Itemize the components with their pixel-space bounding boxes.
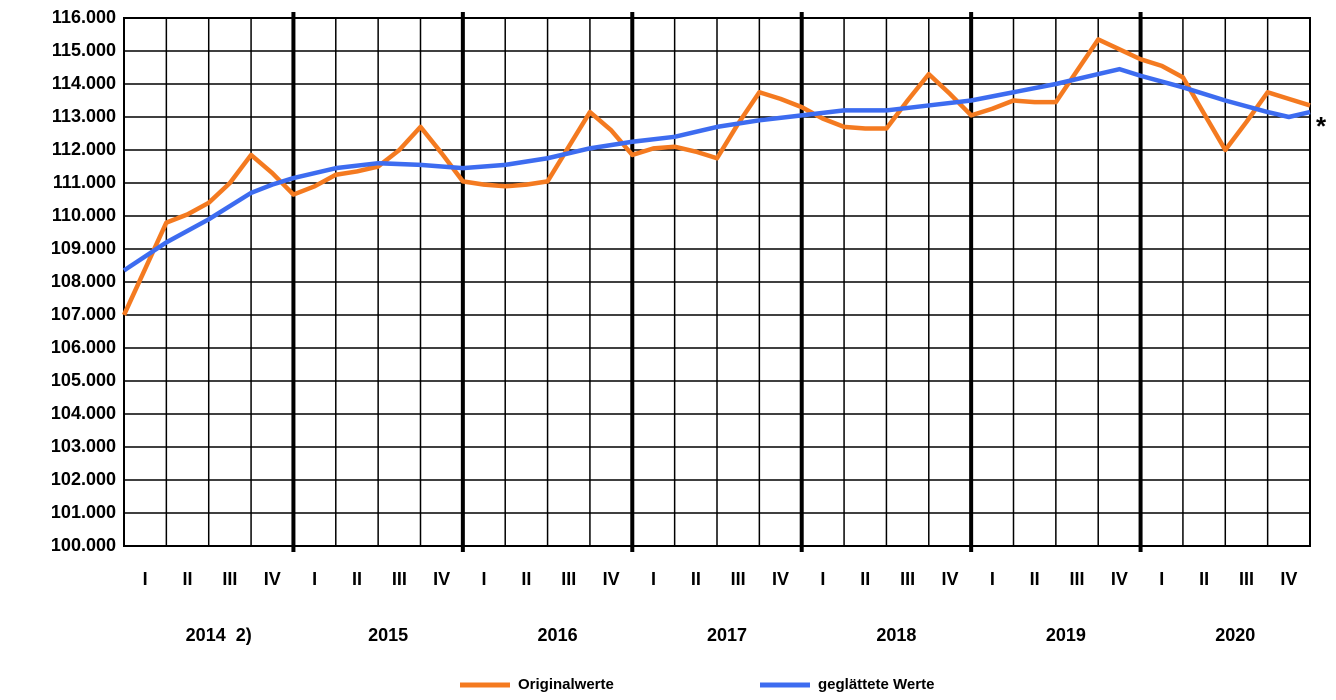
y-tick-label: 100.000: [51, 535, 116, 555]
x-tick-label: III: [392, 569, 407, 589]
series-line: [122, 66, 1311, 273]
x-tick-label: III: [1070, 569, 1085, 589]
y-tick-label: 105.000: [51, 370, 116, 390]
y-tick-label: 106.000: [51, 337, 116, 357]
x-tick-label: I: [1159, 569, 1164, 589]
year-label: 2019: [1046, 625, 1086, 645]
x-tick-label: IV: [1280, 569, 1297, 589]
x-tick-label: III: [731, 569, 746, 589]
x-tick-label: IV: [433, 569, 450, 589]
x-tick-label: I: [312, 569, 317, 589]
x-tick-label: II: [691, 569, 701, 589]
x-tick-label: II: [1199, 569, 1209, 589]
x-tick-label: IV: [264, 569, 281, 589]
y-tick-label: 114.000: [52, 73, 116, 93]
x-tick-label: III: [561, 569, 576, 589]
x-tick-label: I: [820, 569, 825, 589]
year-label: 2017: [707, 625, 747, 645]
year-label: 2018: [876, 625, 916, 645]
y-tick-label: 113.000: [52, 106, 116, 126]
y-tick-label: 109.000: [51, 238, 116, 258]
y-tick-label: 110.000: [52, 205, 116, 225]
x-tick-label: II: [183, 569, 193, 589]
x-tick-label: III: [900, 569, 915, 589]
x-tick-label: I: [482, 569, 487, 589]
x-tick-label: II: [521, 569, 531, 589]
y-tick-label: 108.000: [51, 271, 116, 291]
x-tick-label: II: [352, 569, 362, 589]
year-label: 2016: [538, 625, 578, 645]
legend-label: Originalwerte: [518, 676, 614, 693]
x-tick-label: IV: [941, 569, 958, 589]
plot-border: [123, 17, 1311, 547]
x-tick-label: III: [1239, 569, 1254, 589]
y-tick-label: 104.000: [51, 403, 116, 423]
year-label: 2014 2): [186, 625, 252, 645]
x-tick-label: IV: [772, 569, 789, 589]
x-tick-label: II: [860, 569, 870, 589]
y-tick-label: 112.000: [52, 139, 116, 159]
x-tick-label: I: [651, 569, 656, 589]
x-tick-label: II: [1030, 569, 1040, 589]
year-label: 2015: [368, 625, 408, 645]
legend-label: geglättete Werte: [818, 676, 934, 693]
x-tick-label: IV: [1111, 569, 1128, 589]
x-tick-label: I: [990, 569, 995, 589]
y-tick-label: 111.000: [53, 172, 116, 192]
y-tick-label: 101.000: [51, 502, 116, 522]
y-tick-label: 102.000: [51, 469, 116, 489]
y-tick-label: 107.000: [51, 304, 116, 324]
x-tick-label: III: [222, 569, 237, 589]
x-tick-label: IV: [603, 569, 620, 589]
year-label: 2020: [1215, 625, 1255, 645]
x-tick-label: I: [143, 569, 148, 589]
y-tick-label: 116.000: [52, 7, 116, 27]
annotation: *: [1316, 111, 1327, 141]
series-line: [121, 37, 1311, 316]
y-tick-label: 103.000: [51, 436, 116, 456]
y-tick-label: 115.000: [52, 40, 116, 60]
